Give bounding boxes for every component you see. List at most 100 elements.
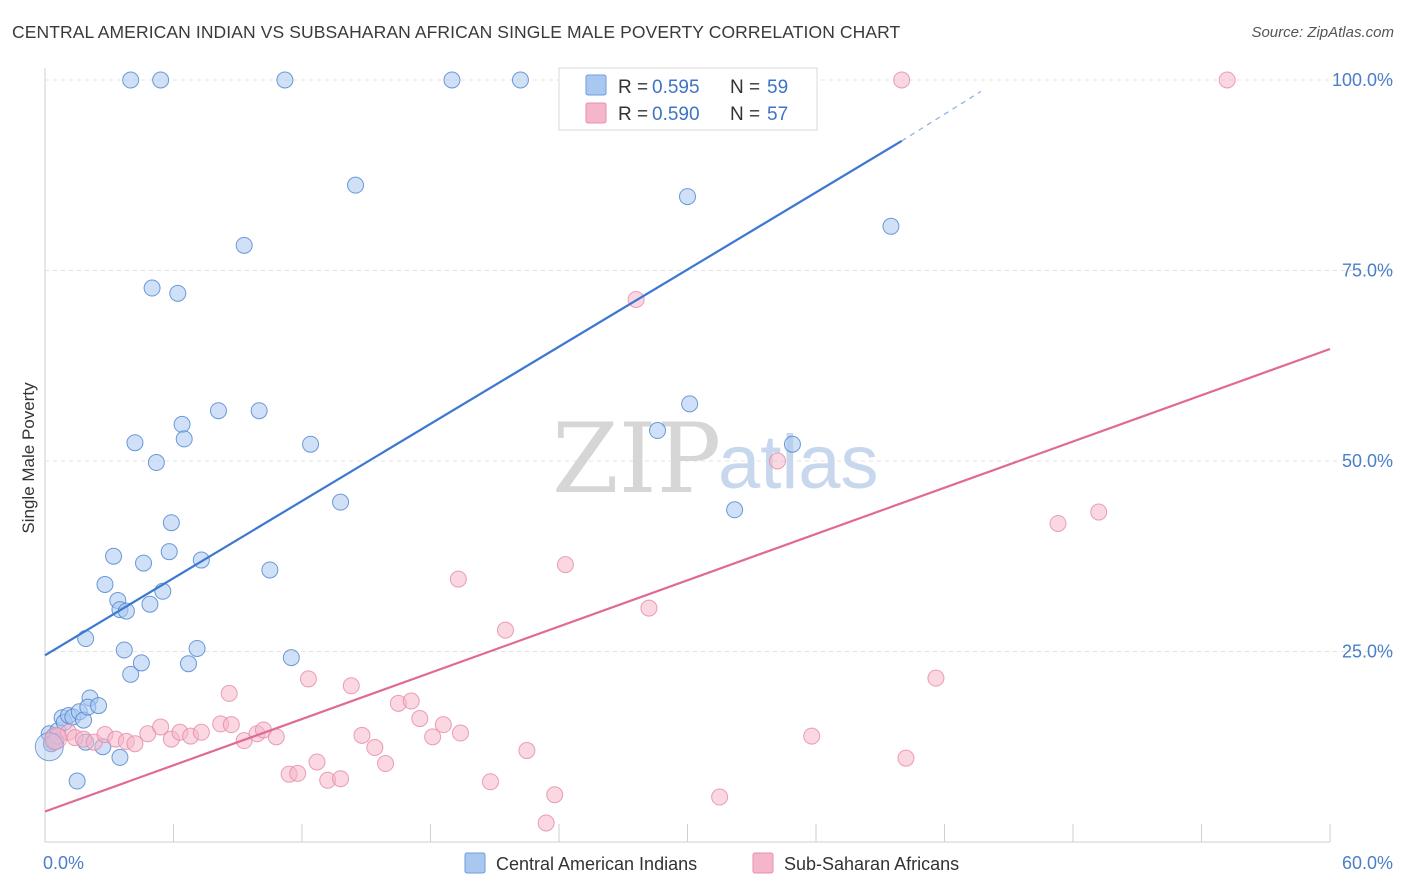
point-central-american <box>726 501 744 519</box>
watermark: ZIP atlas <box>552 403 879 515</box>
watermark-zip: ZIP <box>552 403 721 515</box>
point-central-american <box>443 71 461 89</box>
axes <box>44 68 1331 843</box>
point-central-american <box>105 547 123 565</box>
point-central-american <box>882 217 900 235</box>
point-sub-saharan <box>556 556 574 574</box>
point-sub-saharan <box>640 599 658 617</box>
point-central-american <box>68 772 86 790</box>
chart-title: CENTRAL AMERICAN INDIAN VS SUBSAHARAN AF… <box>12 22 901 42</box>
point-sub-saharan <box>299 670 317 688</box>
point-sub-saharan <box>537 814 555 832</box>
point-central-american <box>162 514 180 532</box>
point-sub-saharan <box>220 684 238 702</box>
point-sub-saharan <box>449 570 467 588</box>
legend-n-value-2: 57 <box>767 104 788 125</box>
legend-r-value-1: 0.595 <box>652 77 700 98</box>
point-central-american <box>179 655 197 673</box>
point-central-american <box>122 71 140 89</box>
point-central-american <box>649 422 667 440</box>
y-tick-label: 50.0% <box>1342 451 1393 471</box>
point-sub-saharan <box>377 755 395 773</box>
bottom-legend-swatch-blue <box>464 852 486 874</box>
point-central-american <box>175 430 193 448</box>
bottom-legend-label-1: Central American Indians <box>496 854 697 874</box>
correlation-legend: R = 0.595 N = 59 R = 0.590 N = 57 <box>558 67 818 131</box>
point-sub-saharan <box>451 724 469 742</box>
point-sub-saharan <box>927 669 945 687</box>
point-central-american <box>126 434 144 452</box>
point-sub-saharan <box>411 710 429 728</box>
legend-n-value-1: 59 <box>767 77 788 98</box>
point-sub-saharan <box>308 753 326 771</box>
point-sub-saharan <box>518 742 536 760</box>
point-sub-saharan <box>1090 503 1108 521</box>
point-central-american <box>152 71 170 89</box>
point-central-american <box>783 435 801 453</box>
point-sub-saharan <box>192 723 210 741</box>
point-central-american <box>188 639 206 657</box>
point-sub-saharan <box>1049 514 1067 532</box>
point-sub-saharan <box>332 770 350 788</box>
point-central-american <box>122 665 140 683</box>
point-central-american <box>141 595 159 613</box>
point-central-american <box>261 561 279 579</box>
point-sub-saharan <box>424 728 442 746</box>
legend-r-value-2: 0.590 <box>652 104 700 125</box>
trend-line-sub-saharan <box>44 347 1331 813</box>
point-central-american <box>511 71 529 89</box>
point-central-american <box>679 188 696 206</box>
point-central-american <box>90 697 108 715</box>
bottom-legend-label-2: Sub-Saharan Africans <box>784 854 959 874</box>
point-central-american <box>282 649 300 667</box>
point-sub-saharan <box>289 764 307 782</box>
point-central-american <box>111 748 129 766</box>
x-tick-label: 60.0% <box>1342 853 1393 873</box>
point-sub-saharan <box>402 692 420 710</box>
point-sub-saharan <box>893 71 911 89</box>
point-sub-saharan <box>342 677 360 695</box>
point-sub-saharan <box>126 735 144 753</box>
point-sub-saharan <box>496 621 514 639</box>
point-sub-saharan <box>768 452 786 470</box>
legend-r-label-1: R = <box>618 77 648 98</box>
point-sub-saharan <box>366 739 384 757</box>
point-central-american <box>250 402 268 420</box>
point-sub-saharan <box>1218 71 1236 89</box>
point-sub-saharan <box>353 726 371 744</box>
point-sub-saharan <box>152 718 170 736</box>
point-central-american <box>160 543 178 561</box>
x-tick-label: 0.0% <box>43 853 84 873</box>
point-sub-saharan <box>546 786 564 804</box>
y-tick-label: 75.0% <box>1342 261 1393 281</box>
point-central-american <box>115 641 133 659</box>
legend-n-label-2: N = <box>730 104 760 125</box>
point-central-american <box>143 279 161 297</box>
point-central-american <box>77 630 95 648</box>
y-tick-label: 25.0% <box>1342 642 1393 662</box>
point-sub-saharan <box>803 727 821 745</box>
tick-labels: 100.0% 75.0% 50.0% 25.0% 0.0% 60.0% <box>43 70 1393 873</box>
point-central-american <box>276 71 294 89</box>
point-sub-saharan <box>711 788 729 806</box>
point-central-american <box>147 454 165 472</box>
point-sub-saharan <box>481 773 499 791</box>
point-central-american <box>173 415 191 433</box>
point-sub-saharan <box>222 716 240 734</box>
point-central-american <box>302 435 320 453</box>
legend-n-label-1: N = <box>730 77 760 98</box>
y-axis-label: Single Male Poverty <box>19 382 38 534</box>
point-central-american <box>347 176 365 194</box>
point-sub-saharan <box>897 749 915 767</box>
point-central-american <box>332 493 350 511</box>
point-central-american <box>235 236 253 254</box>
point-central-american <box>681 395 699 413</box>
point-central-american <box>132 654 150 672</box>
point-sub-saharan <box>44 726 68 750</box>
legend-swatch-blue <box>585 74 607 96</box>
gridlines <box>45 79 1395 652</box>
point-central-american <box>209 402 227 420</box>
series-legend: Central American Indians Sub-Saharan Afr… <box>464 852 959 874</box>
trend-line-central-american-extension <box>901 90 982 142</box>
